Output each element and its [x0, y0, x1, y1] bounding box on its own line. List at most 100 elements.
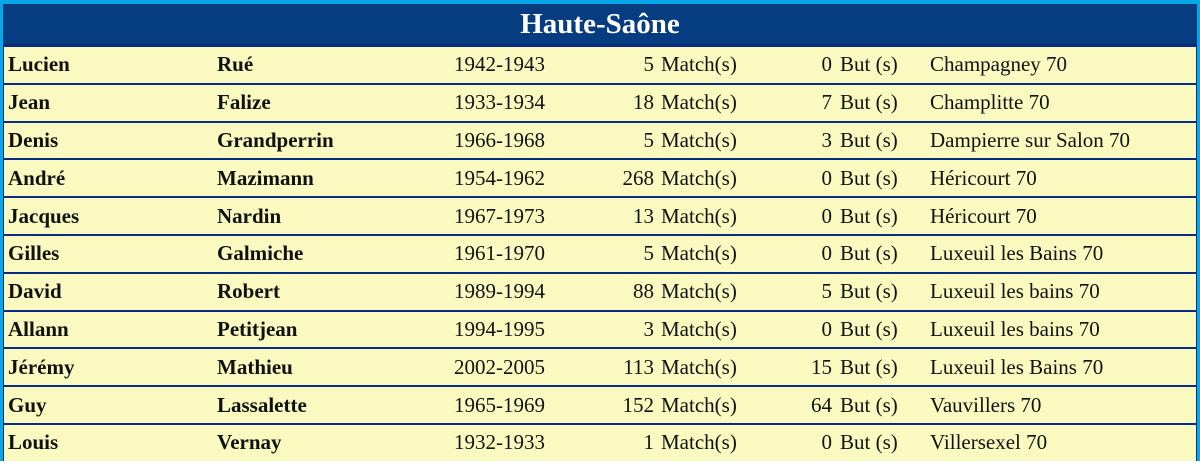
matches-label-cell: Match(s)	[654, 47, 759, 83]
city-cell: Héricourt 70	[930, 160, 1196, 197]
years-cell: 1954-1962	[454, 160, 572, 197]
goals-label-cell: But (s)	[832, 424, 930, 461]
matches-count-cell: 1	[572, 424, 654, 461]
city-cell: Luxeuil les Bains 70	[930, 235, 1196, 272]
last-name-cell: Robert	[217, 273, 454, 310]
matches-count-cell: 13	[572, 198, 654, 234]
first-name-cell: Denis	[4, 122, 217, 159]
matches-count-cell: 113	[572, 349, 654, 386]
table-row: Allann Petitjean 1994-1995 3 Match(s) 0 But (s…	[4, 311, 1196, 348]
last-name-cell: Mathieu	[217, 349, 454, 386]
players-table: Lucien Rué 1942-1943 5 Match(s) 0 But (s) Champ…	[4, 45, 1196, 463]
first-name-cell: Jérémy	[4, 349, 217, 386]
city-cell: Luxeuil les Bains 70	[930, 349, 1196, 386]
first-name-cell: Jean	[4, 84, 217, 121]
goals-count-cell: 0	[759, 198, 832, 234]
matches-count-cell: 5	[572, 47, 654, 83]
goals-label-cell: But (s)	[832, 311, 930, 348]
city-cell: Champagney 70	[930, 47, 1196, 83]
first-name-cell: Allann	[4, 311, 217, 348]
goals-label-cell: But (s)	[832, 160, 930, 197]
goals-label-cell: But (s)	[832, 387, 930, 423]
matches-count-cell: 18	[572, 84, 654, 121]
city-cell: Luxeuil les bains 70	[930, 311, 1196, 348]
years-cell: 2002-2005	[454, 349, 572, 386]
last-name-cell: Lassalette	[217, 387, 454, 423]
matches-count-cell: 152	[572, 387, 654, 423]
last-name-cell: Mazimann	[217, 160, 454, 197]
table-row: David Robert 1989-1994 88 Match(s) 5 But (s) Lu…	[4, 273, 1196, 310]
last-name-cell: Falize	[217, 84, 454, 121]
matches-label-cell: Match(s)	[654, 424, 759, 461]
matches-label-cell: Match(s)	[654, 84, 759, 121]
goals-label-cell: But (s)	[832, 273, 930, 310]
last-name-cell: Galmiche	[217, 235, 454, 272]
table-row: Louis Vernay 1932-1933 1 Match(s) 0 But (s) Vil…	[4, 424, 1196, 461]
first-name-cell: Louis	[4, 424, 217, 461]
table-row: Jacques Nardin 1967-1973 13 Match(s) 0 But (s)…	[4, 198, 1196, 234]
last-name-cell: Nardin	[217, 198, 454, 234]
goals-count-cell: 0	[759, 424, 832, 461]
years-cell: 1967-1973	[454, 198, 572, 234]
goals-count-cell: 15	[759, 349, 832, 386]
city-cell: Vauvillers 70	[930, 387, 1196, 423]
last-name-cell: Rué	[217, 47, 454, 83]
years-cell: 1932-1933	[454, 424, 572, 461]
matches-label-cell: Match(s)	[654, 160, 759, 197]
goals-count-cell: 5	[759, 273, 832, 310]
table-row: Lucien Rué 1942-1943 5 Match(s) 0 But (s) Champ…	[4, 47, 1196, 83]
matches-label-cell: Match(s)	[654, 198, 759, 234]
players-table-frame: Haute-Saône Lucien Rué 1942-1943 5 Match(s) 0…	[3, 4, 1197, 461]
city-cell: Luxeuil les bains 70	[930, 273, 1196, 310]
matches-label-cell: Match(s)	[654, 273, 759, 310]
matches-label-cell: Match(s)	[654, 235, 759, 272]
table-row: Gilles Galmiche 1961-1970 5 Match(s) 0 But (s)…	[4, 235, 1196, 272]
first-name-cell: Jacques	[4, 198, 217, 234]
years-cell: 1989-1994	[454, 273, 572, 310]
matches-count-cell: 5	[572, 235, 654, 272]
years-cell: 1994-1995	[454, 311, 572, 348]
last-name-cell: Vernay	[217, 424, 454, 461]
goals-count-cell: 0	[759, 47, 832, 83]
table-row: Guy Lassalette 1965-1969 152 Match(s) 64 But (…	[4, 387, 1196, 423]
years-cell: 1942-1943	[454, 47, 572, 83]
goals-count-cell: 0	[759, 160, 832, 197]
table-title: Haute-Saône	[3, 4, 1197, 44]
goals-count-cell: 0	[759, 311, 832, 348]
first-name-cell: Lucien	[4, 47, 217, 83]
goals-label-cell: But (s)	[832, 84, 930, 121]
goals-count-cell: 0	[759, 235, 832, 272]
table-row: Jérémy Mathieu 2002-2005 113 Match(s) 15 But (…	[4, 349, 1196, 386]
last-name-cell: Petitjean	[217, 311, 454, 348]
city-cell: Héricourt 70	[930, 198, 1196, 234]
matches-count-cell: 5	[572, 122, 654, 159]
first-name-cell: Gilles	[4, 235, 217, 272]
goals-count-cell: 3	[759, 122, 832, 159]
matches-label-cell: Match(s)	[654, 122, 759, 159]
years-cell: 1965-1969	[454, 387, 572, 423]
matches-count-cell: 268	[572, 160, 654, 197]
table-row: André Mazimann 1954-1962 268 Match(s) 0 But (s…	[4, 160, 1196, 197]
last-name-cell: Grandperrin	[217, 122, 454, 159]
goals-label-cell: But (s)	[832, 235, 930, 272]
matches-label-cell: Match(s)	[654, 387, 759, 423]
years-cell: 1961-1970	[454, 235, 572, 272]
goals-count-cell: 64	[759, 387, 832, 423]
table-row: Jean Falize 1933-1934 18 Match(s) 7 But (s) Cha…	[4, 84, 1196, 121]
goals-label-cell: But (s)	[832, 47, 930, 83]
matches-label-cell: Match(s)	[654, 349, 759, 386]
goals-label-cell: But (s)	[832, 349, 930, 386]
goals-label-cell: But (s)	[832, 122, 930, 159]
matches-count-cell: 88	[572, 273, 654, 310]
city-cell: Villersexel 70	[930, 424, 1196, 461]
first-name-cell: André	[4, 160, 217, 197]
years-cell: 1966-1968	[454, 122, 572, 159]
city-cell: Champlitte 70	[930, 84, 1196, 121]
first-name-cell: David	[4, 273, 217, 310]
matches-count-cell: 3	[572, 311, 654, 348]
goals-count-cell: 7	[759, 84, 832, 121]
years-cell: 1933-1934	[454, 84, 572, 121]
table-row: Denis Grandperrin 1966-1968 5 Match(s) 3 But (…	[4, 122, 1196, 159]
city-cell: Dampierre sur Salon 70	[930, 122, 1196, 159]
